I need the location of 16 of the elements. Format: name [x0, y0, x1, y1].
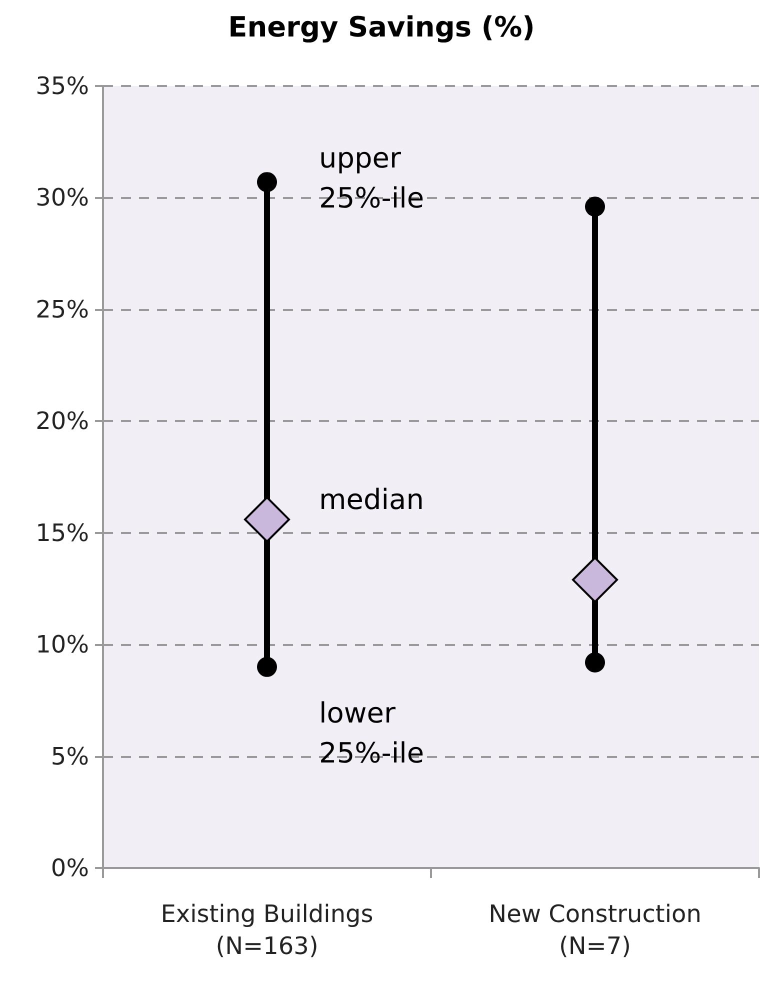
y-tick-label: 20%: [36, 407, 89, 436]
y-tick-label: 30%: [36, 184, 89, 212]
x-tick-label: New Construction (N=7): [488, 900, 702, 960]
point: [585, 196, 605, 217]
y-tick-label: 10%: [36, 630, 89, 659]
y-tick-label: 0%: [50, 854, 89, 882]
annotation: lower 25%-ile: [319, 696, 424, 770]
x-tick-label: Existing Buildings (N=163): [160, 900, 374, 960]
y-tick-label: 5%: [50, 742, 89, 770]
annotation: upper 25%-ile: [319, 142, 424, 215]
chart-title: Energy Savings (%): [228, 10, 535, 44]
point: [257, 656, 277, 677]
y-tick-label: 25%: [36, 295, 89, 324]
y-tick-label: 15%: [36, 518, 89, 547]
y-tick-label: 35%: [36, 72, 89, 100]
annotation: median: [319, 482, 424, 516]
